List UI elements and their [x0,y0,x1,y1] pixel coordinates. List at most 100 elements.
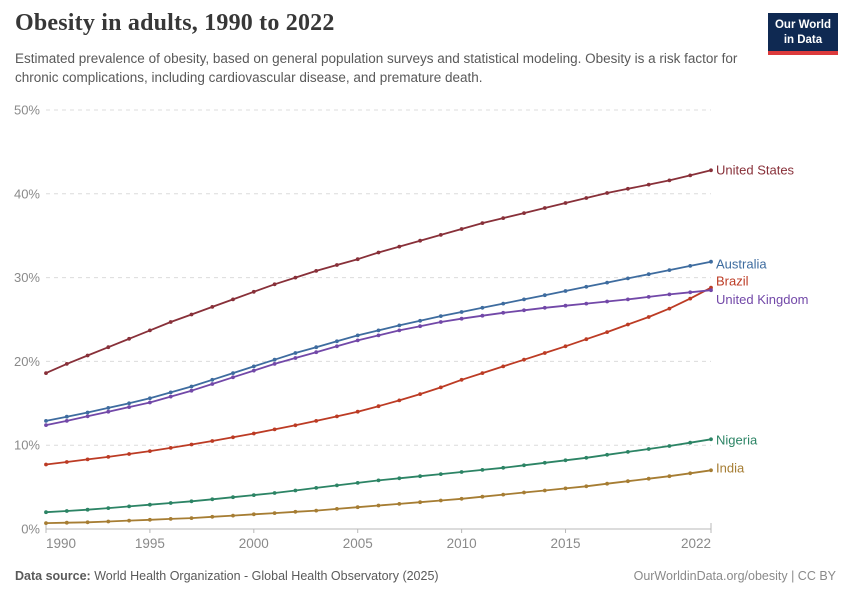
point-australia-2002 [293,351,298,355]
point-brazil-2011 [480,371,485,375]
point-united-kingdom-1990 [44,423,48,427]
point-australia-1992 [85,410,90,415]
point-united-states-2012 [501,216,506,221]
point-nigeria-2020 [667,444,672,448]
y-tick-label-30: 30% [14,270,40,285]
point-india-2020 [667,474,672,479]
series-label-nigeria[interactable]: Nigeria [716,432,758,447]
line-united-states[interactable] [45,169,712,374]
point-australia-2017 [605,280,609,285]
point-united-kingdom-1997 [189,388,194,393]
point-brazil-2013 [522,357,526,362]
point-united-kingdom-2010 [459,316,464,321]
series-label-united-states[interactable]: United States [716,162,795,177]
point-brazil-1992 [85,457,90,462]
point-india-2015 [563,486,568,491]
point-india-2003 [314,508,319,513]
point-australia-1996 [168,390,173,395]
point-australia-1991 [64,414,69,419]
point-australia-2009 [438,314,443,318]
point-brazil-1995 [148,449,152,453]
point-india-2006 [376,503,381,508]
point-brazil-1993 [106,455,111,459]
point-united-kingdom-2007 [397,328,402,333]
line-nigeria[interactable] [45,438,712,514]
point-brazil-2021 [688,296,693,301]
point-brazil-2004 [335,414,339,419]
series-label-australia[interactable]: Australia [716,257,767,272]
point-brazil-2020 [667,306,672,311]
point-india-2000 [251,512,256,517]
point-india-1994 [127,518,131,523]
point-nigeria-2012 [501,465,506,470]
point-nigeria-2011 [480,468,485,472]
point-united-kingdom-1991 [64,419,69,423]
point-india-2019 [646,476,651,481]
series-label-india[interactable]: India [716,460,745,475]
point-united-kingdom-2013 [522,308,526,313]
owid-url-license[interactable]: OurWorldinData.org/obesity | CC BY [633,569,836,583]
point-india-2016 [584,484,589,489]
owid-logo-line2: in Data [783,33,823,46]
point-nigeria-1994 [127,504,131,509]
point-brazil-2015 [563,344,568,349]
point-united-kingdom-2022 [709,288,713,293]
point-united-states-2021 [688,173,693,178]
point-brazil-2010 [459,377,464,382]
point-nigeria-2007 [397,476,402,481]
point-brazil-2012 [501,364,506,369]
point-brazil-1991 [64,460,69,464]
line-australia[interactable] [45,260,712,422]
point-india-2013 [522,490,526,495]
chart-footer: Data source: World Health Organization -… [15,569,836,583]
line-brazil[interactable] [45,286,712,466]
page-title: Obesity in adults, 1990 to 2022 [15,10,335,36]
point-united-states-1990 [44,371,48,375]
point-australia-1990 [44,419,48,423]
point-nigeria-2004 [335,483,339,488]
point-brazil-2005 [355,409,360,414]
point-australia-1997 [189,384,194,389]
point-nigeria-2022 [709,437,713,442]
point-australia-2018 [626,276,630,281]
point-india-1997 [189,516,194,520]
point-united-kingdom-2018 [626,297,630,302]
point-australia-2022 [709,259,713,264]
point-india-1992 [85,520,90,525]
point-india-1991 [64,520,69,525]
point-united-states-2005 [355,257,360,262]
line-india[interactable] [45,469,712,524]
point-united-kingdom-2014 [542,305,547,310]
point-nigeria-1990 [44,510,48,515]
point-australia-2016 [584,284,589,289]
series-label-united-kingdom[interactable]: United Kingdom [716,292,809,307]
point-india-2007 [397,502,402,506]
point-australia-2019 [646,272,651,277]
point-united-states-2019 [646,182,651,187]
point-united-states-2020 [667,178,672,183]
point-brazil-2014 [542,351,547,355]
point-united-states-2011 [480,221,485,226]
owid-logo[interactable]: Our World in Data [767,13,838,55]
point-united-states-1993 [106,345,111,350]
point-united-states-1994 [127,336,131,341]
point-united-states-2016 [584,196,589,200]
point-united-kingdom-2015 [563,303,568,308]
series-label-brazil[interactable]: Brazil [716,274,749,289]
point-nigeria-2017 [605,452,609,457]
point-united-states-2018 [626,186,630,191]
point-australia-2011 [480,305,485,310]
point-united-states-1992 [85,353,90,358]
point-nigeria-1991 [64,509,69,513]
point-nigeria-2001 [272,491,277,495]
point-united-kingdom-2012 [501,310,506,315]
point-united-kingdom-1994 [127,405,131,409]
point-united-kingdom-2019 [646,295,651,299]
y-tick-label-0: 0% [21,522,40,537]
point-australia-1998 [210,377,215,382]
point-united-kingdom-1996 [168,394,173,399]
point-australia-2013 [522,297,526,302]
point-brazil-2002 [293,423,298,428]
point-india-2004 [335,507,339,511]
